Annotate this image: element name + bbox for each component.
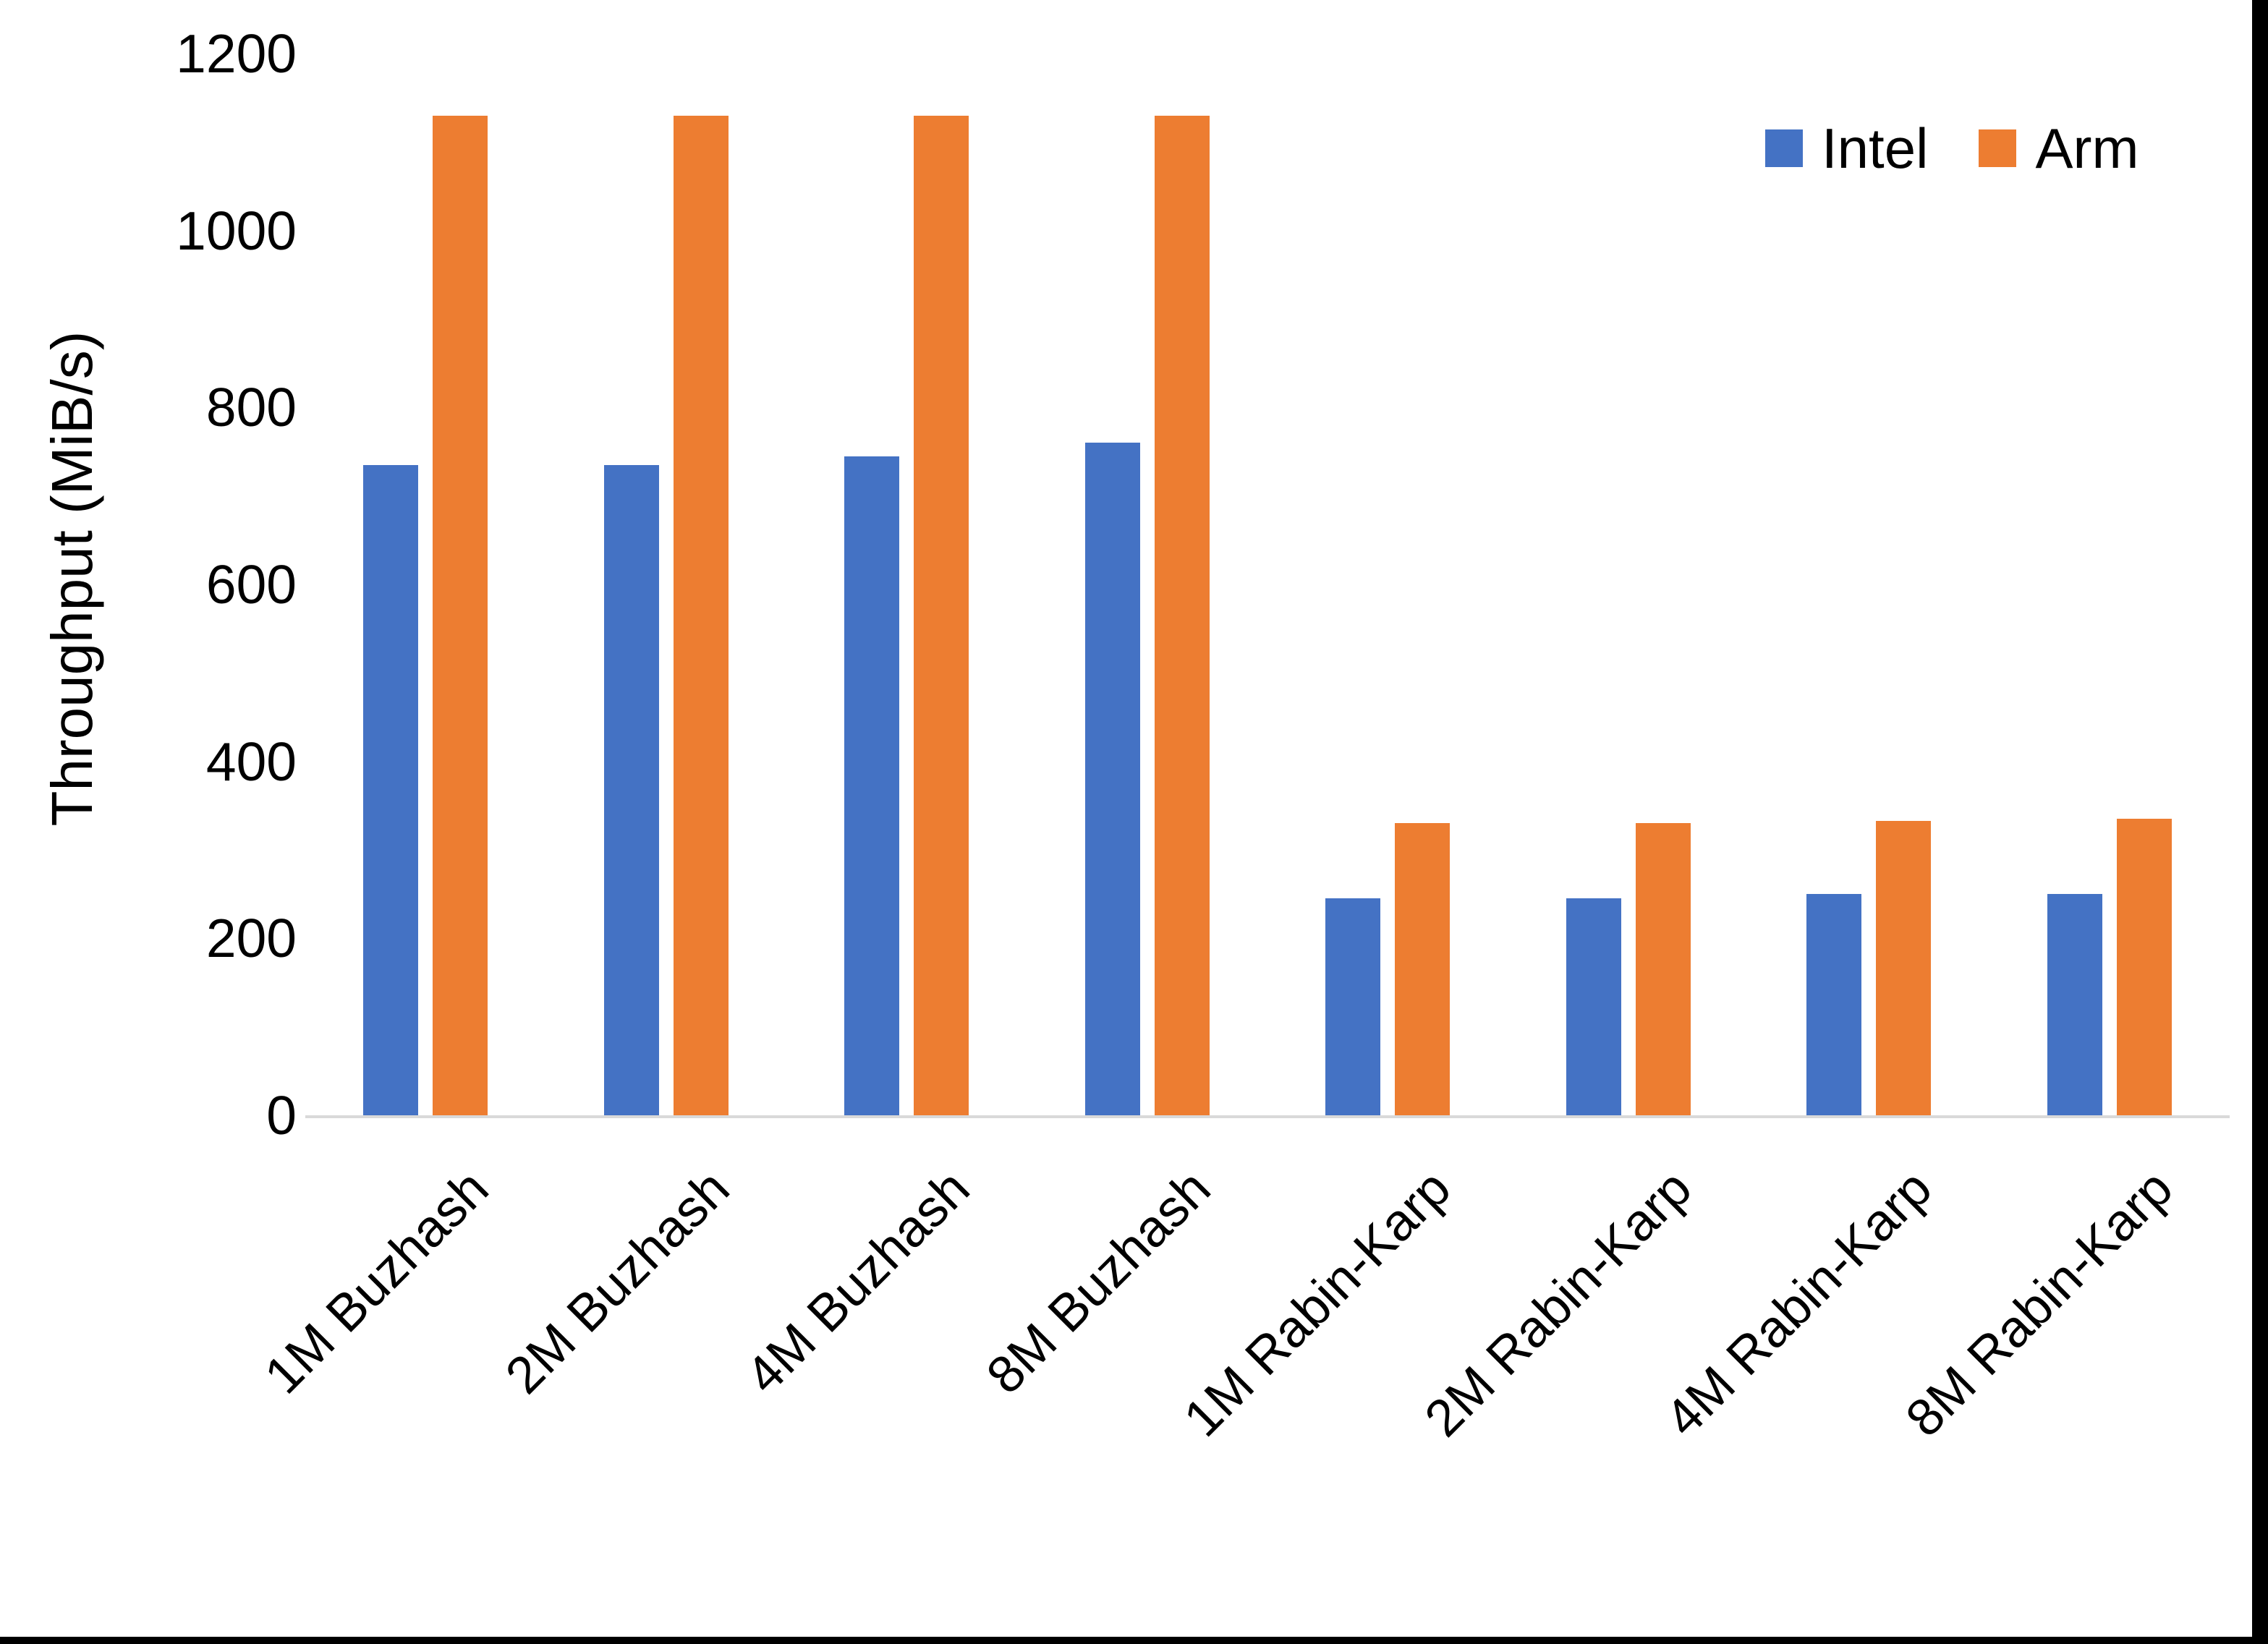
y-tick-label: 200	[205, 908, 297, 969]
intel-bar	[1566, 898, 1621, 1115]
bar-group: 8M Buzhash	[975, 54, 1268, 1405]
window-edge-right	[2252, 0, 2268, 1644]
y-tick-label: 800	[205, 377, 297, 438]
legend-label: Arm	[2035, 116, 2139, 180]
plot-area: 1M Buzhash 2M Buzhash 4M Buzhash 8M Buzhash…	[254, 54, 2230, 1448]
x-category-label: 1M Buzhash	[253, 1159, 500, 1405]
arm-swatch-icon	[1979, 129, 2017, 167]
arm-bar	[1154, 115, 1210, 1115]
intel-bar	[844, 456, 900, 1115]
legend: Intel Arm	[1765, 116, 2139, 181]
arm-bar	[1876, 820, 1932, 1115]
bar-group: 1M Buzhash	[254, 54, 546, 1405]
intel-bar	[1325, 898, 1381, 1115]
intel-bar	[603, 464, 659, 1115]
arm-bar	[914, 115, 969, 1115]
intel-bar	[363, 464, 419, 1115]
window-edge-bottom	[0, 1637, 2268, 1644]
legend-label: Intel	[1822, 116, 1929, 180]
bar-group: 2M Rabin-Karp	[1414, 54, 1749, 1448]
y-tick-label: 1200	[176, 23, 297, 84]
legend-item-arm: Arm	[1979, 116, 2139, 181]
bar-groups: 1M Buzhash 2M Buzhash 4M Buzhash 8M Buzhash…	[254, 54, 2230, 1448]
intel-bar	[1806, 894, 1862, 1115]
y-tick-label: 0	[266, 1085, 297, 1146]
bar-group: 4M Rabin-Karp	[1655, 54, 1989, 1448]
intel-swatch-icon	[1765, 129, 1803, 167]
x-category-label: 8M Buzhash	[975, 1159, 1222, 1405]
arm-bar	[673, 115, 729, 1115]
bar-group: 2M Buzhash	[494, 54, 787, 1405]
legend-item-intel: Intel	[1765, 116, 1928, 181]
arm-bar	[2116, 819, 2172, 1115]
arm-bar	[1635, 823, 1691, 1115]
bar-group: 1M Rabin-Karp	[1173, 54, 1508, 1448]
intel-bar	[2047, 894, 2102, 1115]
y-tick-label: 600	[205, 554, 297, 615]
bar-group: 8M Rabin-Karp	[1895, 54, 2230, 1448]
x-category-label: 4M Buzhash	[734, 1159, 981, 1405]
arm-bar	[1395, 823, 1451, 1115]
y-tick-label: 400	[205, 731, 297, 792]
x-category-label: 2M Buzhash	[494, 1159, 741, 1405]
arm-bar	[433, 115, 488, 1115]
bar-group: 4M Buzhash	[735, 54, 1027, 1405]
intel-bar	[1084, 443, 1140, 1115]
y-tick-label: 1000	[176, 200, 297, 261]
